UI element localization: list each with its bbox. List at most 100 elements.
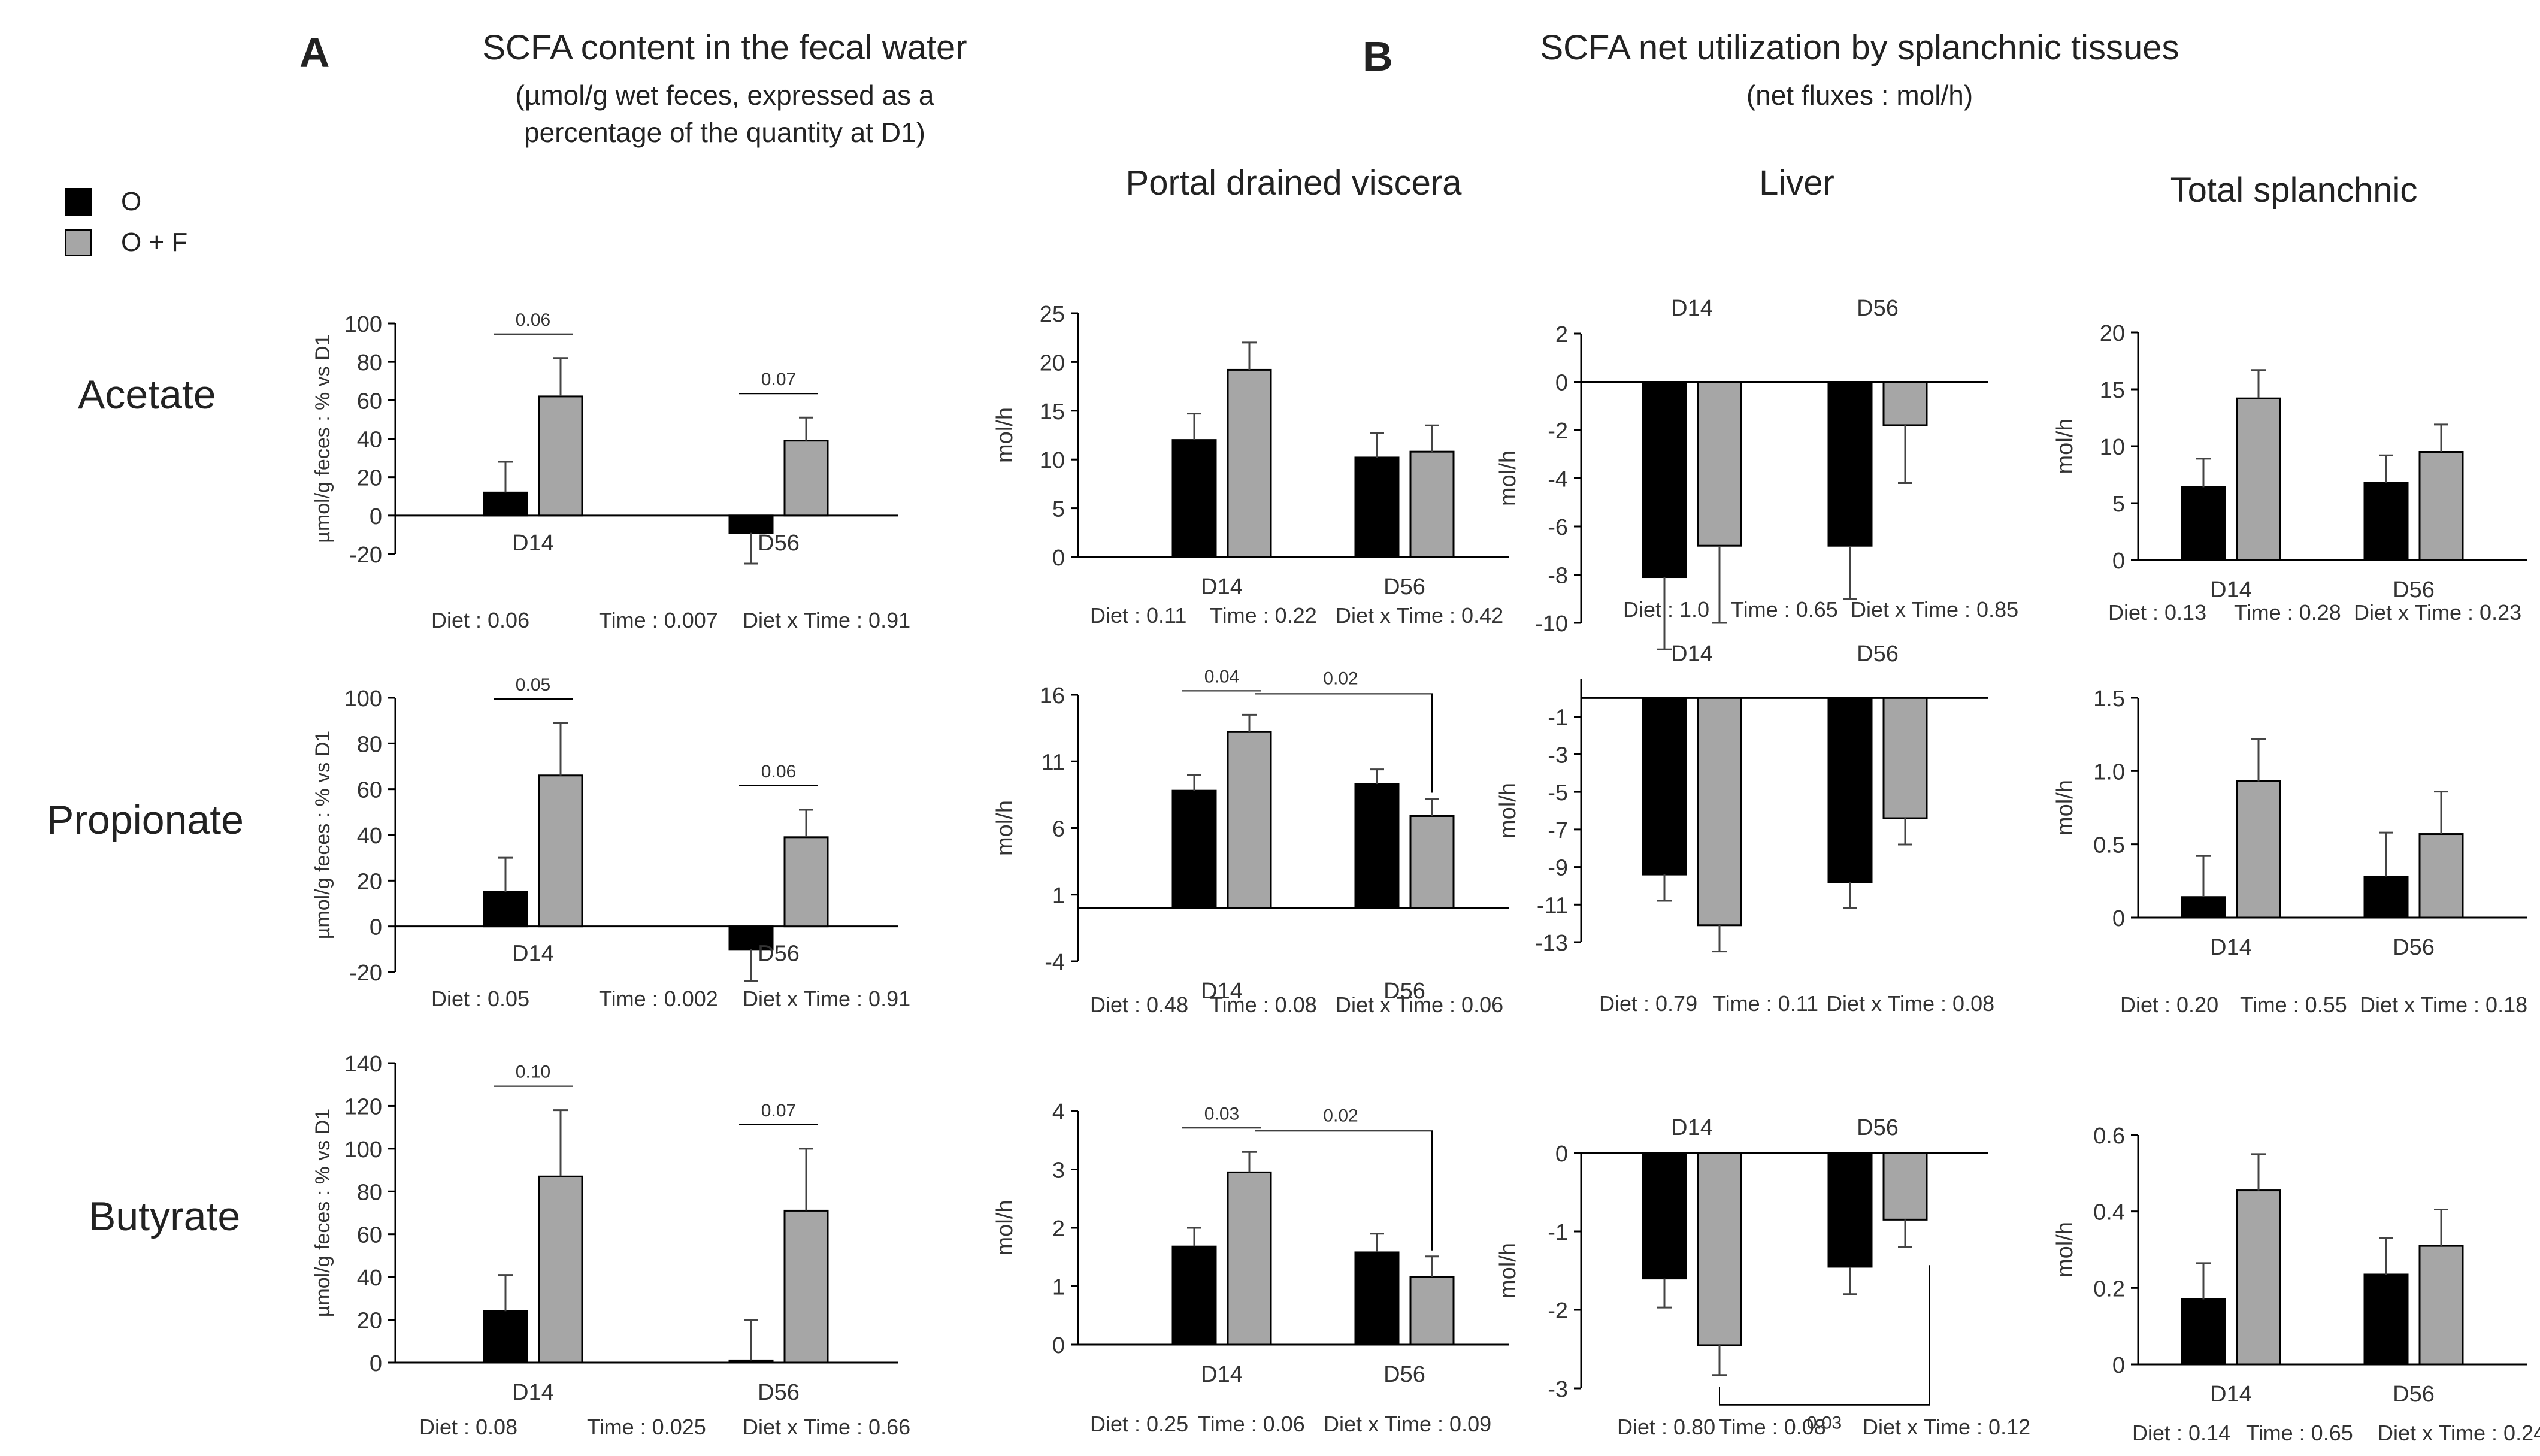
chart-liver-butyrate: -3 -2 -1 0 mol/h D14 D56 0.03 Diet : 0.80 Time : … [1495, 1115, 2030, 1439]
bar-of-d56 [1882, 381, 1928, 426]
y-tick-label: 0.5 [2093, 833, 2125, 858]
legend-item-o: O [65, 187, 187, 217]
y-tick-label: 0 [2112, 549, 2125, 574]
y-tick-label: -6 [1548, 515, 1568, 540]
stats-text: Diet : 0.11 [1090, 603, 1186, 628]
legend-swatch-of [65, 229, 92, 256]
legend-item-of: O + F [65, 228, 187, 258]
stats-text: Diet x Time : 0.12 [1863, 1415, 2030, 1439]
y-axis-label: µmol/g feces : % vs D1 [311, 334, 334, 543]
y-tick-label: 1.5 [2093, 686, 2125, 712]
y-tick-label: 10 [1040, 448, 1065, 473]
y-tick-label: 16 [1040, 683, 1065, 709]
stats-text: Time : 0.025 [587, 1415, 706, 1439]
y-axis-label: mol/h [1495, 450, 1521, 506]
stats-text: Diet : 0.06 [431, 608, 529, 632]
bar-o-d56 [2363, 1273, 2409, 1366]
y-tick-label: 0 [1052, 1333, 1065, 1358]
category-label-d14: D14 [512, 1380, 554, 1405]
y-tick-label: -4 [1045, 950, 1065, 975]
bar-of-d56 [2418, 451, 2464, 561]
y-tick-label: 20 [357, 466, 382, 491]
y-tick-label: 100 [344, 1137, 382, 1163]
y-axis-label: mol/h [2052, 419, 2078, 474]
bar-o-d14 [2181, 896, 2226, 919]
chart-fecal-propionate: -20 0 20 40 60 80 100 µmol/g feces : % vs D1 D14… [311, 675, 910, 1011]
bar-o-d56 [1827, 697, 1873, 883]
bracket-label: 0.02 [1323, 668, 1358, 688]
stats-text: Diet x Time : 0.42 [1336, 603, 1503, 628]
y-tick-label: -9 [1548, 856, 1568, 881]
chart-liver-propionate: -13 -11 -9 -7 -5 -3 -1 mol/h D14 D56 Diet : 0.79 Ti… [1495, 641, 1994, 1016]
bracket-label: 0.06 [516, 310, 550, 330]
category-label-d56: D56 [758, 1380, 800, 1405]
panel-a-subtitle-2: percentage of the quantity at D1) [524, 117, 925, 148]
bar-of-d14 [538, 774, 583, 928]
bracket-label: 0.07 [761, 1101, 796, 1121]
stats-text: Diet x Time : 0.18 [2360, 992, 2527, 1017]
y-tick-label: 4 [1052, 1100, 1065, 1125]
bar-of-d56 [1409, 1276, 1455, 1346]
bar-o-d14 [483, 891, 528, 928]
chart-liver-acetate: -10 -8 -6 -4 -2 0 2 mol/h D14 D56 Diet : 1.0 Time :… [1495, 296, 2018, 650]
stats-text: Diet x Time : 0.09 [1324, 1412, 1491, 1436]
stats-text: Diet : 0.20 [2120, 992, 2218, 1017]
panel-b-subtitle: (net fluxes : mol/h) [1746, 80, 1973, 111]
y-tick-label: 0 [2112, 906, 2125, 931]
legend: O O + F [65, 187, 187, 258]
y-tick-label: 60 [357, 1223, 382, 1248]
column-title-total: Total splanchnic [2170, 171, 2418, 210]
y-tick-label: 0 [370, 915, 382, 940]
bar-o-d14 [1171, 789, 1217, 909]
y-axis-label: µmol/g feces : % vs D1 [311, 1109, 334, 1317]
bar-o-d14 [1642, 381, 1687, 579]
bar-o-d56 [1827, 1152, 1873, 1268]
bracket-label: 0.07 [761, 370, 796, 389]
bar-o-d56 [1354, 1251, 1400, 1346]
bar-of-d56 [783, 1209, 829, 1364]
bar-of-d14 [2236, 780, 2281, 919]
bracket-line [1255, 1130, 1433, 1251]
y-tick-label: 5 [1052, 497, 1065, 522]
stats-text: Diet : 0.48 [1090, 992, 1188, 1017]
y-axis-label: mol/h [1495, 1243, 1521, 1298]
stats-text: Time : 0.06 [1198, 1412, 1305, 1436]
bar-o-d56 [1827, 381, 1873, 547]
category-label-d56: D56 [1383, 574, 1425, 600]
y-tick-label: 25 [1040, 302, 1065, 327]
category-label-d14: D14 [1201, 979, 1243, 1004]
category-label-d56: D56 [2393, 1382, 2435, 1407]
bar-of-d56 [1409, 815, 1455, 909]
bracket-label: 0.03 [1204, 1104, 1239, 1124]
panel-a-subtitle-1: (µmol/g wet feces, expressed as a [515, 80, 934, 111]
y-tick-label: 100 [344, 686, 382, 712]
category-label-d56: D56 [1857, 296, 1899, 321]
category-label-d14: D14 [1671, 296, 1713, 321]
bar-of-d14 [1227, 368, 1272, 558]
stats-text: Time : 0.002 [599, 986, 718, 1011]
bar-of-d14 [2236, 397, 2281, 561]
bar-of-d56 [1882, 1152, 1928, 1221]
bar-of-d14 [1697, 381, 1742, 547]
category-label-d14: D14 [2210, 1382, 2252, 1407]
stats-text: Diet : 0.08 [419, 1415, 517, 1439]
y-tick-label: 10 [2100, 435, 2125, 460]
bar-of-d56 [783, 836, 829, 928]
bar-o-d14 [483, 1310, 528, 1364]
y-tick-label: 1 [1052, 883, 1065, 909]
stats-text: Diet x Time : 0.24 [2378, 1421, 2540, 1445]
bar-o-d14 [2181, 486, 2226, 561]
bar-of-d56 [1409, 450, 1455, 558]
bracket-label: 0.10 [516, 1063, 550, 1082]
chart-total-propionate: 0 0.5 1.0 1.5 mol/h D14 D56 Diet : 0.20 Time : 0… [2052, 686, 2527, 1017]
y-tick-label: 0 [1555, 1142, 1568, 1167]
column-title-liver: Liver [1759, 164, 1834, 202]
y-tick-label: 0.2 [2093, 1276, 2125, 1301]
category-label-d56: D56 [2393, 577, 2435, 603]
y-tick-label: 40 [357, 428, 382, 453]
y-axis-label: mol/h [2052, 1222, 2078, 1278]
row-label-propionate: Propionate [47, 797, 244, 843]
y-tick-label: 60 [357, 778, 382, 803]
bar-o-d56 [728, 925, 774, 951]
